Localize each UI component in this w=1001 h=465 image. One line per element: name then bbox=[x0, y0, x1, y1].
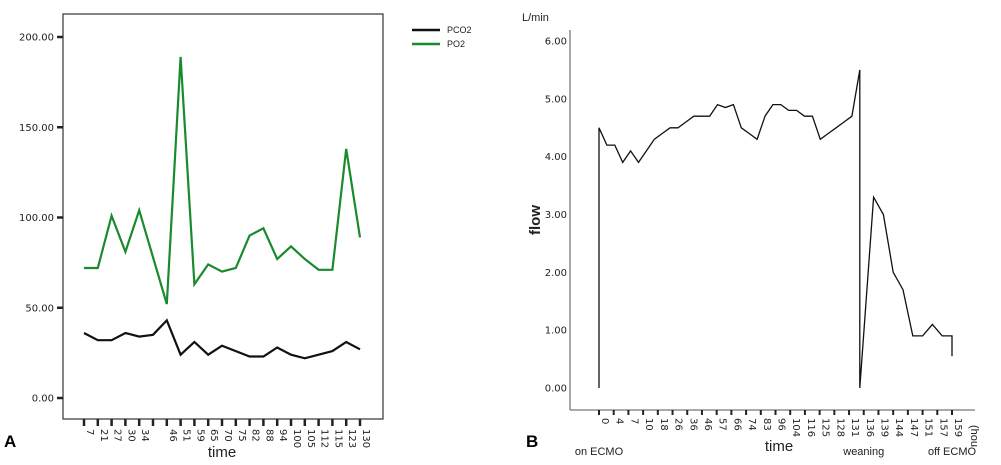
x-tick-label: 7 bbox=[628, 418, 639, 424]
annotation-label: off ECMO bbox=[928, 446, 977, 458]
x-tick-label: 36 bbox=[687, 418, 698, 431]
x-tick-label: 34 bbox=[139, 429, 150, 442]
y-tick-label: 50.00 bbox=[25, 303, 54, 314]
x-tick-label: 27 bbox=[112, 429, 123, 442]
x-tick-label: 70 bbox=[222, 429, 233, 442]
x-tick-label: 94 bbox=[277, 429, 288, 442]
x-unit-label-b: (hou bbox=[968, 425, 980, 447]
x-tick-label: 131 bbox=[849, 418, 860, 437]
x-tick-label: 46 bbox=[167, 429, 178, 442]
x-axis-b: 0 4 7 10 18 26 36 46 57 66 74 83 96 104 116 125 128 131 13… bbox=[598, 410, 963, 437]
x-tick-label: 125 bbox=[820, 418, 831, 437]
x-tick-label: 139 bbox=[878, 418, 889, 437]
x-tick-label: 21 bbox=[98, 429, 109, 442]
x-tick-label: 136 bbox=[864, 418, 875, 437]
annotations-b: on ECMO weaning off ECMO bbox=[575, 446, 977, 458]
x-tick-label: 130 bbox=[360, 429, 371, 448]
series-line-pco2 bbox=[83, 318, 361, 360]
x-tick-label: 10 bbox=[643, 418, 654, 431]
y-axis-b: 0.00 1.00 2.00 3.00 4.00 5.00 6.00 bbox=[545, 37, 567, 395]
x-tick-label: 88 bbox=[263, 429, 274, 442]
y-tick-label: 5.00 bbox=[545, 94, 567, 105]
x-axis-title-b: time bbox=[765, 438, 793, 455]
x-tick-label: 82 bbox=[250, 429, 261, 442]
x-tick-label: 51 bbox=[181, 429, 192, 442]
x-tick-label: 104 bbox=[790, 418, 801, 437]
x-tick-label: 96 bbox=[776, 418, 787, 431]
x-tick-label: 18 bbox=[658, 418, 669, 431]
series-layer-a bbox=[83, 56, 362, 360]
y-axis-title-b: flow bbox=[527, 205, 544, 235]
x-tick-label: 4 bbox=[614, 418, 625, 424]
panel-label-a: A bbox=[4, 432, 16, 451]
panel-label-b: B bbox=[526, 432, 538, 451]
x-tick-label: 100 bbox=[291, 429, 302, 448]
x-tick-label: 112 bbox=[319, 429, 330, 448]
x-tick-label: 75 bbox=[236, 429, 247, 442]
x-tick-label: 65 bbox=[208, 429, 219, 442]
x-tick-label: 66 bbox=[731, 418, 742, 431]
unit-label-b: L/min bbox=[522, 12, 549, 24]
series-line-po2 bbox=[84, 56, 362, 305]
series-line-flow bbox=[598, 69, 953, 389]
legend-label: PO2 bbox=[447, 39, 465, 49]
y-tick-label: 1.00 bbox=[545, 326, 567, 337]
x-tick-label: 105 bbox=[305, 429, 316, 448]
y-tick-label: 0.00 bbox=[545, 384, 567, 395]
annotation-label: weaning bbox=[842, 446, 884, 458]
annotation-label: on ECMO bbox=[575, 446, 624, 458]
x-axis-a: 7 21 27 30 34 46 51 59 65 70 75 82 88 94 100 105 112 115 1… bbox=[82, 419, 371, 448]
series-layer-b bbox=[598, 69, 953, 389]
x-tick-label: 59 bbox=[194, 429, 205, 442]
x-tick-label: 115 bbox=[332, 429, 343, 448]
x-tick-label: 26 bbox=[673, 418, 684, 431]
y-tick-label: 100.00 bbox=[19, 213, 54, 224]
legend-a: PCO2 PO2 bbox=[412, 25, 472, 49]
panel-b: 0.00 1.00 2.00 3.00 4.00 5.00 6.00 0 4 7 10 18 26 36… bbox=[522, 12, 980, 458]
x-tick-label: 74 bbox=[746, 418, 757, 431]
y-tick-label: 6.00 bbox=[545, 37, 567, 48]
x-tick-label: 57 bbox=[717, 418, 728, 431]
x-tick-label: 7 bbox=[84, 429, 95, 435]
y-tick-label: 200.00 bbox=[19, 33, 54, 44]
legend-label: PCO2 bbox=[447, 25, 472, 35]
x-tick-label: 123 bbox=[346, 429, 357, 448]
x-tick-label: 159 bbox=[952, 418, 963, 437]
x-tick-label: 116 bbox=[805, 418, 816, 437]
y-tick-label: 0.00 bbox=[32, 394, 54, 405]
x-tick-label: 151 bbox=[923, 418, 934, 437]
y-tick-label: 2.00 bbox=[545, 268, 567, 279]
x-tick-label: 0 bbox=[599, 418, 610, 424]
x-tick-label: 46 bbox=[702, 418, 713, 431]
x-tick-label: 83 bbox=[761, 418, 772, 431]
y-tick-label: 4.00 bbox=[545, 152, 567, 163]
x-tick-label: 128 bbox=[834, 418, 845, 437]
x-tick-label: 157 bbox=[937, 418, 948, 437]
x-axis-title-a: time bbox=[208, 444, 236, 461]
y-tick-label: 150.00 bbox=[19, 123, 54, 134]
y-tick-label: 3.00 bbox=[545, 210, 567, 221]
x-tick-label: 30 bbox=[125, 429, 136, 442]
y-axis-a: 0.00 50.00 100.00 150.00 200.00 bbox=[19, 33, 63, 405]
x-tick-label: 144 bbox=[893, 418, 904, 437]
x-tick-label: 147 bbox=[908, 418, 919, 437]
